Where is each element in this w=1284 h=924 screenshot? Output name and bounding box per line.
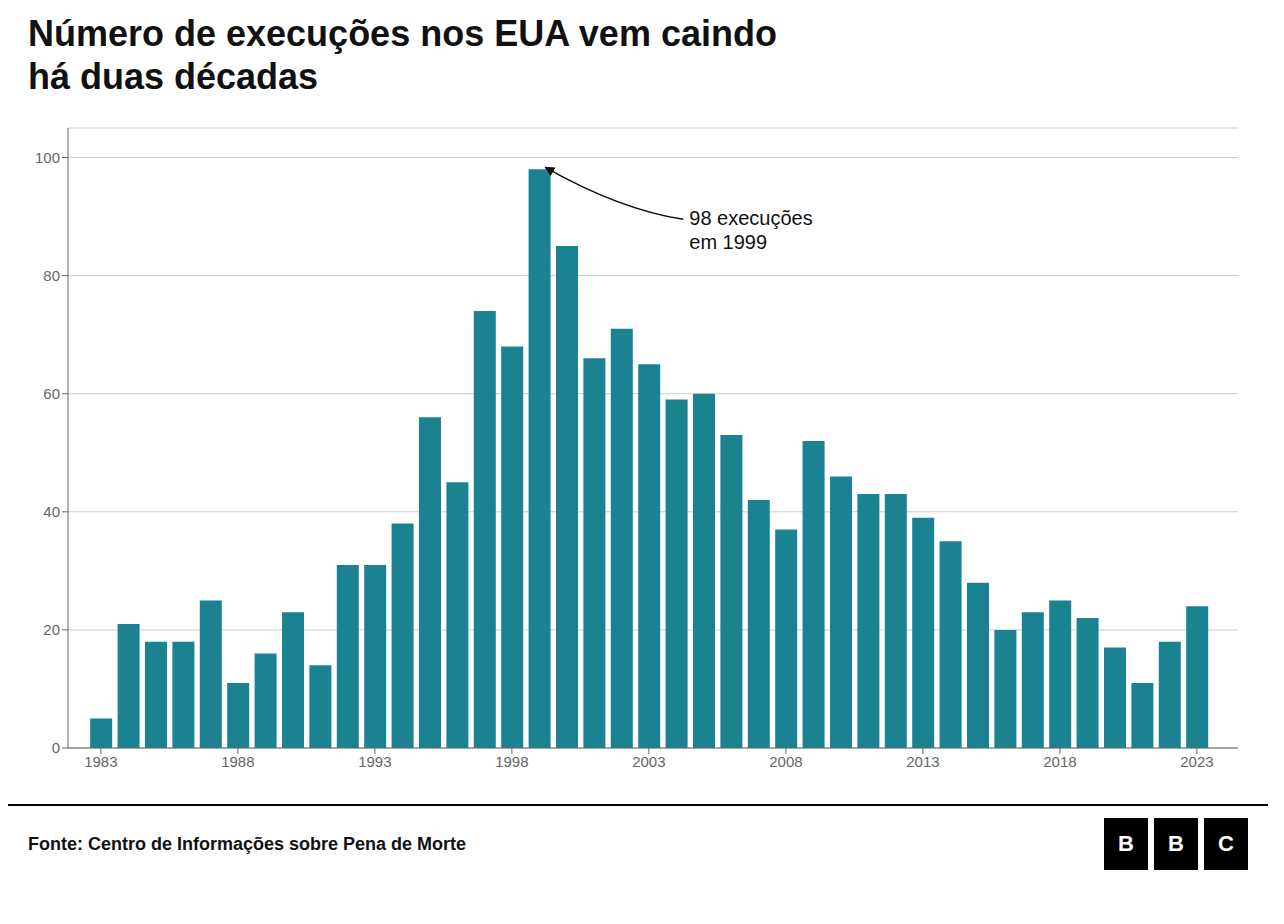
svg-text:2023: 2023 xyxy=(1180,753,1213,770)
svg-text:1988: 1988 xyxy=(221,753,254,770)
html-text:Fonte: Centro de Informações s: Fonte: Centro de Informações sobre Pena … xyxy=(28,833,467,854)
html-text:C: C xyxy=(1218,831,1234,857)
svg-text:2008: 2008 xyxy=(769,753,802,770)
svg-text:80: 80 xyxy=(43,267,60,284)
svg-text:98 execuçõesem 1999: 98 execuçõesem 1999 xyxy=(689,208,812,254)
svg-text:1993: 1993 xyxy=(358,753,391,770)
svg-text:2003: 2003 xyxy=(632,753,665,770)
svg-text:60: 60 xyxy=(43,385,60,402)
html-text:B: B xyxy=(1118,831,1134,857)
svg-text:1983: 1983 xyxy=(84,753,117,770)
svg-text:2013: 2013 xyxy=(906,753,939,770)
svg-text:2018: 2018 xyxy=(1043,753,1076,770)
html-text:Número de execuções nos EUA ve: Número de execuções nos EUA vem caindo xyxy=(28,13,777,54)
html-text:há duas décadas: há duas décadas xyxy=(28,56,319,98)
svg-text:100: 100 xyxy=(35,149,60,166)
svg-text:0: 0 xyxy=(52,740,60,757)
svg-text:1998: 1998 xyxy=(495,753,528,770)
html-text:B: B xyxy=(1168,831,1184,857)
svg-text:40: 40 xyxy=(43,504,60,521)
svg-text:20: 20 xyxy=(43,622,60,639)
